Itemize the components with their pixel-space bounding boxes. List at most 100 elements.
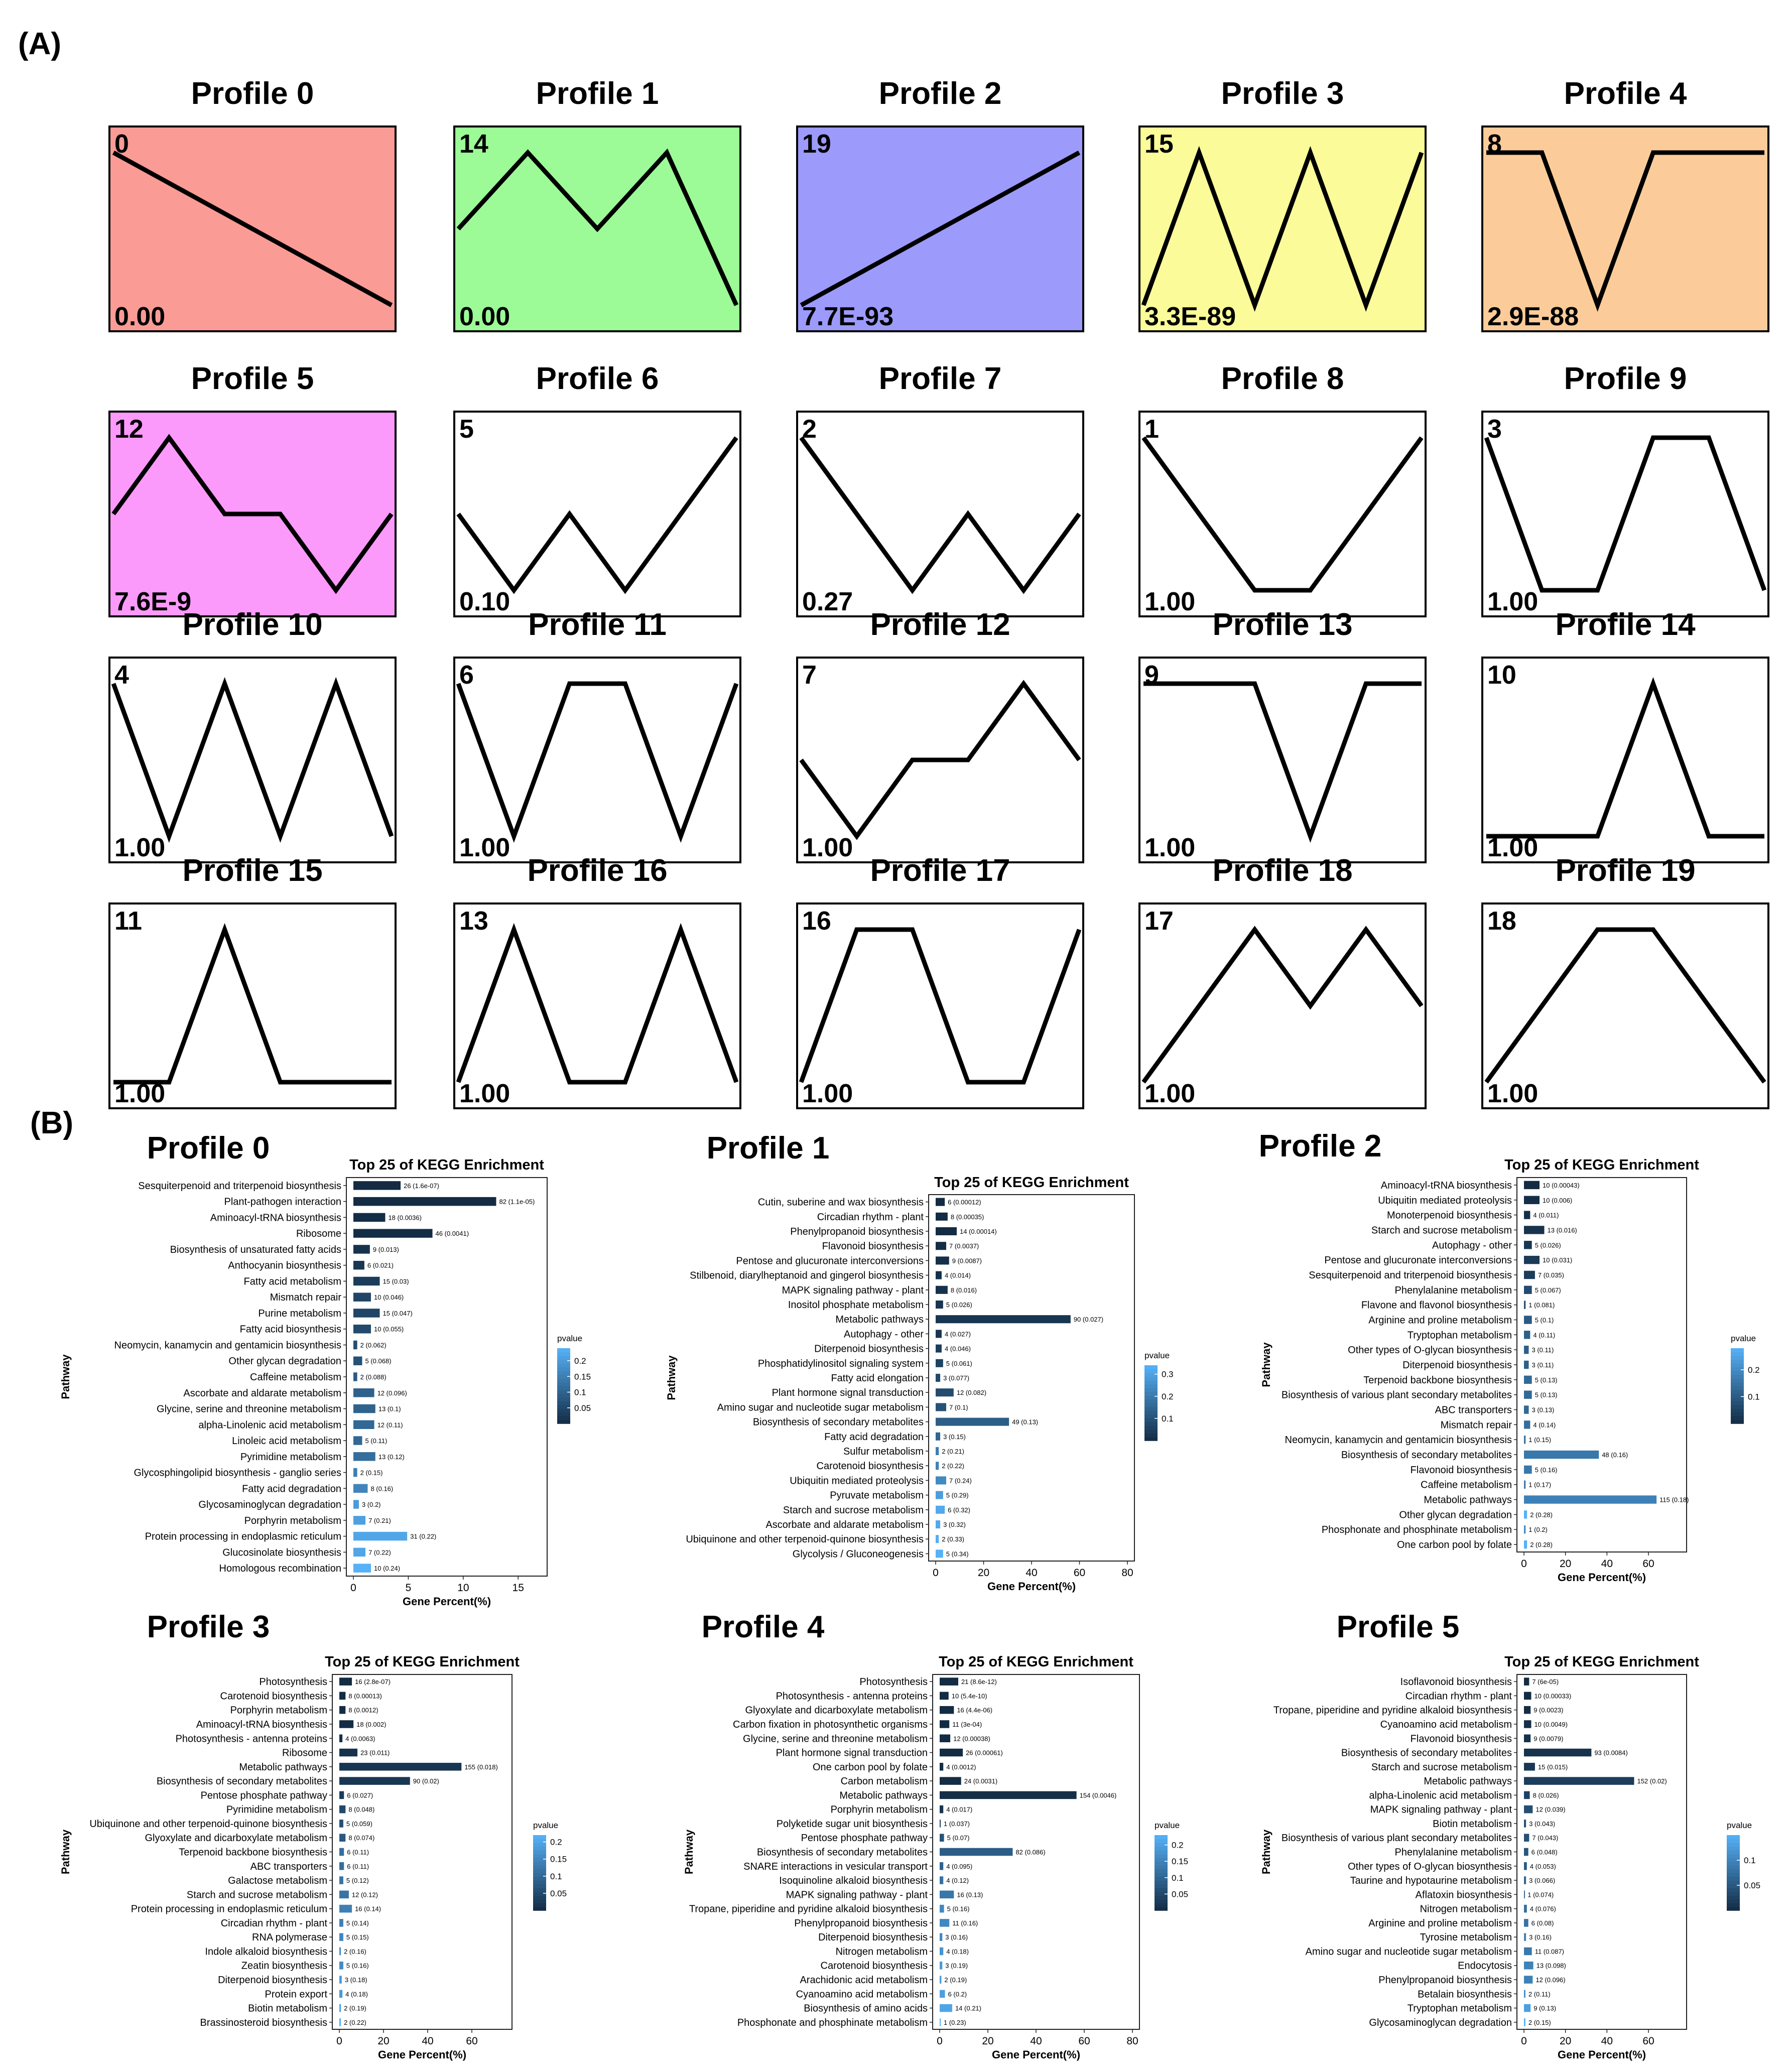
profile-count: 9 (1144, 661, 1159, 690)
kegg-bar-label: 7 (0.21) (368, 1517, 391, 1524)
x-tick-label: 20 (377, 2035, 389, 2047)
kegg-bar-label: 14 (0.00014) (960, 1228, 997, 1235)
profile-line (1486, 150, 1764, 312)
legend-gradient-step (1144, 1410, 1158, 1415)
legend-gradient-step (1155, 1835, 1168, 1840)
legend-title: pvalue (1144, 1351, 1170, 1360)
legend-tick-label: 0.1 (574, 1388, 586, 1397)
legend-gradient-step (1731, 1356, 1744, 1360)
x-tick-label: 20 (1560, 2035, 1571, 2047)
kegg-pathway-name: Biosynthesis of secondary metabolites (1341, 1450, 1512, 1461)
kegg-bar (339, 1763, 462, 1771)
kegg-pathway-name: ABC transporters (250, 1861, 327, 1872)
kegg-bar (936, 1462, 939, 1470)
kegg-pathway-name: Flavonoid biosynthesis (1411, 1733, 1512, 1744)
kegg-pathway-name: Phenylpropanoid biosynthesis (794, 1918, 928, 1929)
kegg-bar-label: 13 (0.098) (1537, 1962, 1566, 1970)
profile-pvalue: 0.10 (459, 587, 510, 616)
kegg-pathway-name: Starch and sucrose metabolism (783, 1505, 924, 1516)
kegg-bar-label: 3 (0.18) (345, 1976, 367, 1984)
kegg-pathway-name: Fatty acid degradation (824, 1432, 924, 1443)
kegg-pathway-name: Mismatch repair (1441, 1419, 1512, 1431)
profile-pvalue: 1.00 (1487, 1079, 1538, 1108)
pvalue-legend: pvalue 0.2 0.15 0.1 0.05 (557, 1334, 591, 1424)
kegg-pathway-name: Aminoacyl-tRNA biosynthesis (196, 1719, 327, 1730)
panel-a-label: (A) (18, 27, 61, 61)
legend-gradient-step (1727, 1906, 1740, 1911)
kegg-bar-label: 15 (0.015) (1538, 1763, 1568, 1771)
kegg-bar-label: 5 (0.14) (346, 1919, 369, 1927)
x-tick-label: 40 (1601, 1558, 1613, 1570)
legend-tick-label: 0.2 (574, 1356, 586, 1366)
legend-gradient-step (1144, 1388, 1158, 1392)
kegg-bar-label: 154 (0.0046) (1080, 1791, 1117, 1799)
kegg-pathway-name: Neomycin, kanamycin and gentamicin biosy… (1285, 1435, 1512, 1446)
kegg-bar-label: 4 (0.046) (945, 1345, 971, 1353)
kegg-pathway-name: Biosynthesis of secondary metabolites (1341, 1748, 1512, 1759)
legend-tick-label: 0.1 (550, 1872, 562, 1881)
kegg-bar-label: 10 (0.00033) (1534, 1692, 1571, 1700)
legend-gradient-step (1731, 1401, 1744, 1405)
legend-gradient-step (557, 1378, 570, 1383)
profile-line (111, 677, 394, 843)
kegg-bar (1524, 1692, 1531, 1700)
profile-pvalue: 1.00 (1487, 833, 1538, 862)
profile-line (1141, 926, 1424, 1084)
kegg-bar-label: 5 (0.13) (1535, 1376, 1558, 1384)
legend-gradient-step (1155, 1876, 1168, 1881)
kegg-bar (936, 1403, 947, 1411)
kegg-bar-label: 8 (0.00013) (348, 1692, 382, 1700)
legend-gradient-step (1731, 1367, 1744, 1371)
kegg-bar (936, 1271, 942, 1279)
kegg-bar (339, 1805, 346, 1814)
legend-gradient-step (1144, 1384, 1158, 1388)
kegg-bar-label: 115 (0.18) (1659, 1496, 1689, 1504)
profile-count: 6 (459, 661, 474, 690)
kegg-bar-label: 1 (0.23) (944, 2019, 966, 2026)
kegg-bar-label: 6 (0.11) (347, 1863, 369, 1870)
kegg-bar-label: 155 (0.018) (464, 1763, 498, 1771)
kegg-bar-label: 9 (0.013) (373, 1246, 399, 1253)
kegg-bar-label: 152 (0.02) (1637, 1777, 1667, 1785)
legend-gradient-step (1727, 1899, 1740, 1903)
profile-title: Profile 8 (1221, 361, 1344, 396)
legend-gradient-step (1155, 1846, 1168, 1851)
profile-5: Profile 5 12 7.6E-9 (108, 361, 397, 617)
profile-pvalue: 1.00 (1144, 833, 1195, 862)
x-tick-label: 40 (1030, 2035, 1042, 2047)
y-axis-label: Pathway (1260, 1342, 1272, 1387)
kegg-pathway-name: Isoquinoline alkaloid biosynthesis (779, 1875, 928, 1886)
kegg-charts: Profile 0 Top 25 of KEGG Enrichment 26 (1.… (59, 1129, 1760, 2061)
kegg-bar-label: 5 (0.061) (946, 1360, 972, 1367)
legend-title: pvalue (1731, 1334, 1756, 1343)
kegg-pathway-name: Pyrimidine metabolism (226, 1804, 327, 1816)
kegg-bar (936, 1330, 942, 1338)
kegg-pathway-name: Phenylalanine metabolism (1395, 1285, 1512, 1296)
kegg-bar-label: 6 (0.00012) (948, 1199, 981, 1206)
kegg-pathway-name: Circadian rhythm - plant (221, 1918, 328, 1929)
kegg-pathway-name: Circadian rhythm - plant (817, 1212, 924, 1223)
kegg-bar (1524, 1820, 1526, 1828)
legend-gradient-step (533, 1858, 546, 1862)
kegg-bar-label: 46 (0.0041) (436, 1230, 469, 1237)
legend-tick-label: 0.2 (1172, 1841, 1184, 1850)
x-tick-label: 15 (513, 1582, 524, 1594)
kegg-bar-label: 5 (0.067) (1535, 1286, 1561, 1294)
profile-count: 14 (459, 130, 488, 159)
legend-gradient-step (533, 1869, 546, 1873)
kegg-bar (1524, 1976, 1533, 1984)
kegg-pathway-name: Ubiquinone and other terpenoid-quinone b… (686, 1534, 924, 1545)
kegg-bar-label: 3 (0.16) (1529, 1933, 1552, 1941)
kegg-bar-label: 12 (0.11) (377, 1421, 403, 1429)
profile-count: 1 (1144, 415, 1159, 444)
kegg-title: Top 25 of KEGG Enrichment (349, 1157, 544, 1173)
kegg-bar-label: 6 (0.021) (367, 1262, 394, 1269)
legend-tick-label: 0.1 (1744, 1856, 1756, 1865)
kegg-bar (1524, 1876, 1526, 1884)
kegg-bar (940, 1976, 942, 1984)
kegg-bar-label: 8 (0.0012) (348, 1707, 378, 1714)
kegg-bar-label: 5 (0.059) (346, 1820, 372, 1828)
legend-gradient-step (1727, 1850, 1740, 1855)
legend-gradient-step (1727, 1843, 1740, 1847)
kegg-bar-label: 13 (0.016) (1548, 1226, 1577, 1234)
